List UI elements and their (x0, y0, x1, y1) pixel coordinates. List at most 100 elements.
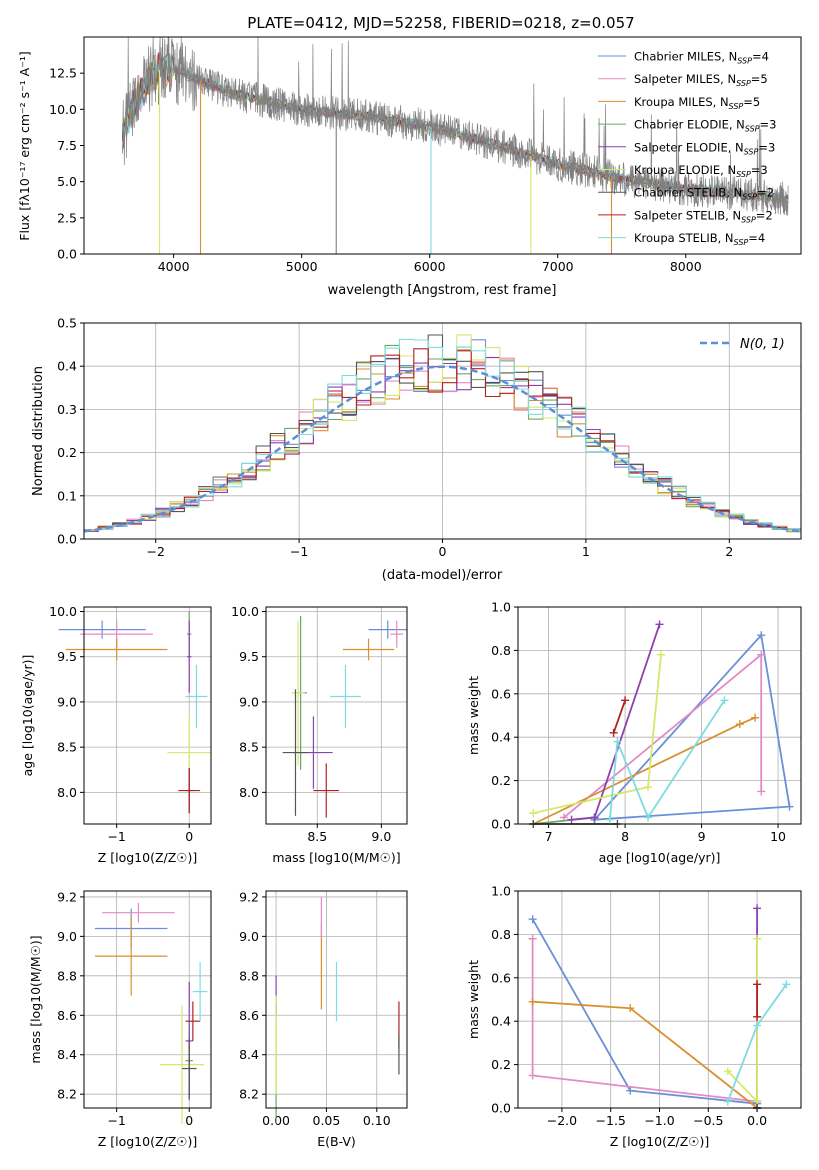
spectrum-title: PLATE=0412, MJD=52258, FIBERID=0218, z=0… (247, 14, 634, 32)
x-tick-label: 10 (770, 829, 786, 844)
data-point (160, 1005, 204, 1123)
axes: 7 8 9 100.00.20.40.60.81.0 (491, 600, 801, 845)
y-tick-label: 0.2 (57, 445, 77, 460)
y-tick-label: 12.5 (49, 66, 77, 81)
weight-marker (753, 935, 761, 943)
axes-frame (266, 607, 407, 824)
residuals-xlabel: (data-model)/error (382, 568, 503, 583)
legend-count: =4 (748, 231, 765, 245)
y-tick-label: 0.8 (491, 927, 511, 942)
y-axis-label: age [log10(age/yr)] (20, 655, 35, 777)
axes: 8.5 9.0 8.0 8.5 9.0 9.5 10.0 (231, 604, 407, 844)
y-tick-label: 0.0 (491, 1101, 511, 1116)
legend-subscript: SSP (736, 170, 751, 179)
y-tick-label: 0.0 (491, 817, 511, 832)
weight-line (614, 700, 626, 733)
data-point (102, 903, 175, 923)
y-axis-label: mass weight (466, 960, 481, 1039)
y-tick-label: 10.0 (49, 604, 77, 619)
legend-count: =5 (743, 95, 760, 109)
legend-label: Salpeter ELODIE, NSSP=3 (634, 140, 775, 156)
x-tick-label: −1 (290, 544, 308, 559)
y-axis-label: mass weight (466, 676, 481, 755)
x-tick-label: −1 (107, 1113, 125, 1128)
y-tick-label: 8.4 (239, 1047, 259, 1062)
y-tick-label: 1.0 (491, 884, 511, 899)
axes: 0.00 0.05 0.108.28.48.68.89.09.2 (239, 889, 407, 1128)
figure: PLATE=0412, MJD=52258, FIBERID=0218, z=0… (0, 0, 819, 1170)
legend-label: Chabrier ELODIE, NSSP=3 (634, 118, 776, 134)
legend-label: Kroupa MILES, NSSP=5 (634, 95, 760, 111)
x-tick-label: 5000 (286, 259, 318, 274)
data-point (369, 621, 407, 639)
x-tick-label: −1.5 (596, 1113, 626, 1128)
y-tick-label: 8.6 (239, 1008, 259, 1023)
spectrum-xlabel: wavelength [Angstrom, rest frame] (328, 283, 557, 298)
data-point (186, 1001, 201, 1040)
y-tick-label: 8.2 (239, 1087, 259, 1102)
legend-count: =3 (758, 140, 775, 154)
legend-subscript: SSP (741, 215, 756, 224)
x-axis-label: Z [log10(Z/Z☉)] (98, 1134, 198, 1149)
weight-vs-age-plot: 7 8 9 100.00.20.40.60.81.0age [log10(age/yr… (466, 600, 801, 866)
axes: −1 08.28.48.68.89.09.2 (57, 889, 211, 1128)
weight-marker (529, 1071, 537, 1079)
y-tick-label: 0.0 (57, 247, 77, 262)
legend-subscript: SSP (742, 193, 757, 202)
x-tick-label: −2.0 (547, 1113, 577, 1128)
weight-marker (753, 980, 761, 988)
y-tick-label: 0.6 (491, 970, 511, 985)
weight-marker (757, 787, 765, 795)
x-tick-label: 8000 (670, 259, 702, 274)
x-tick-label: 8 (621, 829, 629, 844)
spectrum-ylabel: Flux [fλ10⁻¹⁷ erg cm⁻² s⁻¹ A⁻¹] (17, 51, 32, 240)
y-tick-label: 0.2 (491, 1057, 511, 1072)
x-axis-label: age [log10(age/yr)] (599, 850, 721, 865)
x-tick-label: 0.0 (747, 1113, 767, 1128)
x-tick-label: 9.0 (371, 829, 391, 844)
legend-count: =4 (752, 50, 769, 64)
x-tick-label: 0.10 (363, 1113, 391, 1128)
weight-marker (529, 998, 537, 1006)
axes: −2 −1 0 1 2 0.0 0.1 0.2 0.3 0.4 0.5 (57, 316, 801, 560)
x-axis-label: Z [log10(Z/Z☉)] (610, 1134, 710, 1149)
weight-marker (656, 620, 664, 628)
x-tick-label: 1 (582, 544, 590, 559)
weight-marker (657, 651, 665, 659)
y-tick-label: 9.0 (239, 929, 259, 944)
legend-count: =2 (757, 186, 774, 200)
spectrum-legend: Chabrier MILES, NSSP=4Salpeter MILES, NS… (598, 50, 776, 248)
y-tick-label: 8.0 (239, 785, 259, 800)
y-tick-label: 10.0 (49, 102, 77, 117)
weight-marker (529, 935, 537, 943)
legend-subscript: SSP (737, 57, 752, 66)
weight-vs-metallicity-plot: −2.0 −1.5 −1.0 −0.5 0.00.00.20.40.60.81.0Z [… (466, 884, 801, 1150)
residuals-ylabel: Normed distribution (31, 366, 46, 496)
y-tick-label: 8.0 (57, 785, 77, 800)
x-tick-label: 0 (185, 829, 193, 844)
x-tick-label: 2 (725, 544, 733, 559)
legend-subscript: SSP (745, 125, 760, 134)
weight-line (572, 624, 660, 819)
spectrum-panel: PLATE=0412, MJD=52258, FIBERID=0218, z=0… (17, 14, 801, 298)
mass-vs-metallicity-plot: −1 0 8.2 8.4 8.6 8.8 9.0 9.2 Z [log10(Z/Z☉)] mass… (28, 889, 211, 1149)
weight-marker (610, 729, 618, 737)
residuals-legend: N(0, 1) (700, 337, 785, 352)
y-tick-label: 0.4 (491, 730, 511, 745)
legend-label: Salpeter STELIB, NSSP=2 (634, 208, 773, 224)
x-tick-label: −0.5 (693, 1113, 723, 1128)
axes-frame (84, 891, 211, 1108)
y-tick-label: 0.3 (57, 402, 77, 417)
weight-marker (753, 904, 761, 912)
y-tick-label: 0.5 (57, 316, 77, 331)
y-tick-label: 5.0 (57, 174, 77, 189)
y-tick-label: 8.5 (239, 740, 259, 755)
y-tick-label: 9.0 (57, 929, 77, 944)
y-tick-label: 9.5 (239, 649, 259, 664)
legend-subscript: SSP (736, 79, 751, 88)
x-tick-label: 4000 (158, 259, 190, 274)
axes: −2.0 −1.5 −1.0 −0.5 0.0 0.0 0.2 0.4 0.6 0.8 1.0 (491, 884, 801, 1129)
x-tick-label: 0 (185, 1113, 193, 1128)
x-axis-label: mass [log10(M/M☉)] (272, 850, 400, 865)
axes-frame (84, 607, 211, 824)
